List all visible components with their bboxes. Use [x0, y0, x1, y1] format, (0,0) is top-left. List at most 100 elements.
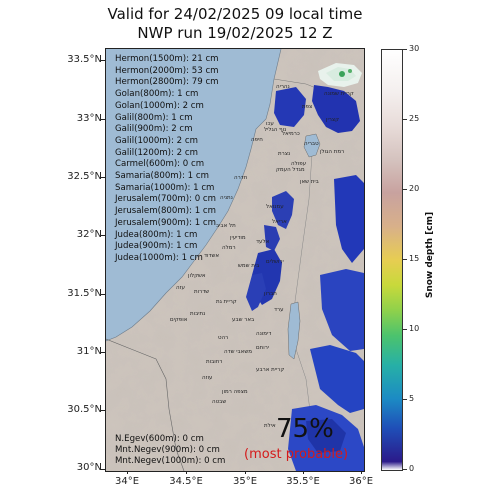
place-label: משאבי שדה — [224, 349, 252, 355]
station-entry: N.Egev(600m): 0 cm — [115, 434, 204, 444]
place-label: עכו — [266, 121, 274, 127]
colorbar-tick — [403, 49, 407, 50]
x-tick-label: 36°E — [348, 476, 374, 487]
place-label: דימונה — [256, 331, 272, 337]
snow-samaria — [272, 191, 294, 229]
y-tick-label: 33.5°N — [67, 54, 102, 65]
station-entry: Judea(900m): 1 cm — [115, 241, 198, 252]
probability-value: 75% — [276, 414, 334, 444]
x-tick-mark — [186, 470, 187, 474]
negev-station-list: N.Egev(600m): 0 cm Mnt.Negev(900m): 0 cm… — [115, 434, 225, 468]
station-entry: Golan(800m): 1 cm — [115, 89, 199, 100]
station-entry: Samaria(1000m): 1 cm — [115, 182, 215, 193]
station-entry: Mnt.Negev(900m): 0 cm — [115, 445, 220, 456]
place-label: אשקלון — [188, 273, 206, 279]
x-tick-mark — [361, 470, 362, 474]
y-tick-label: 33°N — [76, 113, 102, 124]
station-entry: Hermon(2800m): 79 cm — [115, 77, 219, 88]
snow-galil — [274, 87, 306, 127]
place-label: באר שבע — [232, 317, 255, 323]
station-entry: Hermon(1500m): 21 cm — [115, 54, 219, 64]
probability-label: (most probable) — [244, 447, 349, 462]
x-tick-mark — [245, 470, 246, 474]
colorbar-tick-label: 25 — [409, 114, 420, 123]
y-tick-label: 32°N — [76, 229, 102, 240]
place-label: קריית ארבע — [256, 367, 285, 373]
place-label: קריית גת — [216, 299, 237, 305]
station-snow-list: Hermon(1500m): 21 cm Hermon(2000m): 53 c… — [115, 54, 219, 265]
place-label: אלעד — [256, 239, 270, 245]
snow-depth-map: קריית שמונה צפת נהריה עכו חיפה כרמיאל טב… — [105, 48, 365, 472]
place-label: חדרה — [234, 175, 248, 181]
y-tick-label: 30.5°N — [67, 404, 102, 415]
place-label: עזה — [176, 285, 185, 291]
place-label: תל אביב — [216, 223, 236, 229]
colorbar-tick — [403, 469, 407, 470]
place-label: שדרות — [194, 289, 210, 295]
station-entry: Hermon(2000m): 53 cm — [115, 65, 219, 76]
y-tick-mark — [101, 352, 105, 353]
place-label: מודיעין — [230, 235, 246, 241]
y-tick-mark — [101, 119, 105, 120]
colorbar-tick — [403, 399, 407, 400]
y-tick-mark — [101, 410, 105, 411]
colorbar-tick — [403, 189, 407, 190]
colorbar-tick-label: 30 — [409, 44, 420, 53]
snow-golan — [312, 85, 360, 133]
place-label: טבריה — [304, 141, 319, 147]
place-label: נהריה — [276, 84, 290, 90]
y-tick-label: 31.5°N — [67, 288, 102, 299]
place-label: עמנואל — [266, 204, 284, 210]
colorbar-tick — [403, 119, 407, 120]
x-tick-mark — [303, 470, 304, 474]
place-label: כרמיאל — [282, 131, 300, 137]
station-entry: Mnt.Negev(1000m): 0 cm — [115, 456, 226, 467]
snow-south-jordan — [310, 345, 364, 413]
station-entry: Galil(1000m): 2 cm — [115, 135, 198, 146]
mediterranean-sea — [106, 49, 281, 341]
sea-of-galilee — [303, 133, 321, 158]
place-label: מגדל העמק — [276, 167, 305, 173]
colorbar-tick-label: 0 — [409, 464, 415, 473]
y-tick-mark — [101, 469, 105, 470]
place-label: רהט — [218, 335, 229, 341]
y-tick-label: 31°N — [76, 346, 102, 357]
place-label: קריית שמונה — [324, 91, 354, 97]
map-title-line2: NWP run 19/02/2025 12 Z — [137, 24, 333, 42]
station-entry: Galil(800m): 1 cm — [115, 112, 193, 123]
station-entry: Judea(1000m): 1 cm — [115, 252, 203, 263]
place-label: אריאל — [272, 219, 287, 225]
station-entry: Golan(1000m): 2 cm — [115, 100, 204, 111]
colorbar-tick — [403, 329, 407, 330]
place-label: נצרת — [278, 151, 291, 157]
place-label: בית שמש — [238, 263, 260, 269]
place-label: צפת — [302, 104, 313, 110]
border-line — [106, 338, 185, 471]
station-entry: Jerusalem(700m): 0 cm — [115, 194, 216, 205]
y-tick-mark — [101, 60, 105, 61]
map-canvas — [106, 49, 364, 471]
place-label: רמת הגולן — [320, 149, 345, 155]
station-entry: Galil(900m): 2 cm — [115, 124, 193, 135]
place-label: ירוחם — [256, 345, 270, 351]
snow-judea-west — [246, 273, 266, 311]
place-label: נוף הגליל — [264, 127, 287, 133]
place-label: רמלה — [222, 245, 236, 251]
colorbar-tick-label: 15 — [409, 254, 420, 263]
place-label: עפולה — [291, 161, 307, 167]
place-label: שבטה — [212, 399, 227, 405]
place-label: ערד — [274, 307, 284, 313]
y-tick-mark — [101, 294, 105, 295]
colorbar-tick-label: 5 — [409, 394, 415, 403]
snow-samaria-west — [264, 225, 280, 251]
coastline — [106, 49, 282, 342]
x-tick-label: 35.5°E — [286, 476, 320, 487]
place-label: מצפה רמון — [222, 389, 248, 395]
colorbar-label: Snow depth [cm] — [425, 211, 435, 299]
snow-east — [334, 175, 364, 263]
map-title-line1: Valid for 24/02/2025 09 local time — [107, 5, 363, 23]
place-label: נתניה — [220, 195, 233, 201]
snow-east-south — [320, 269, 364, 351]
place-label: חיפה — [251, 137, 263, 143]
place-label: ירושלים — [266, 259, 284, 265]
